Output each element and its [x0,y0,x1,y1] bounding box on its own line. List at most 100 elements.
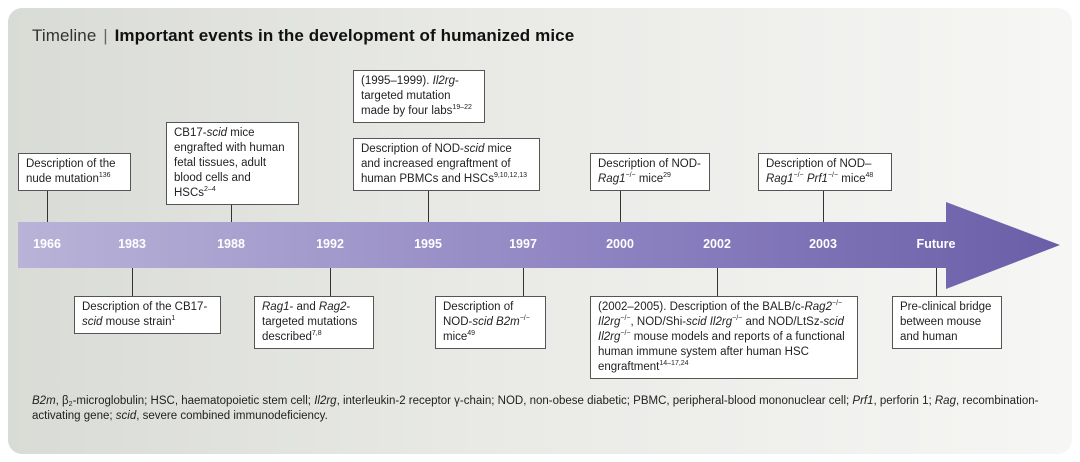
event-box-1997: Description of NOD-scid B2m−/− mice49 [435,296,546,349]
year-label-1983: 1983 [118,237,146,251]
event-text-1995a-a: Description of NOD- [361,143,464,155]
tick-1995 [428,190,429,222]
event-text-1992-a: - and [289,301,319,313]
event-text-1988-a: CB17- [174,127,207,139]
footnote-b2m-def-a: , β [55,395,69,407]
event-ref-2003: 48 [865,172,874,179]
tick-1988 [231,190,232,222]
footnote-rag-def: , recombination-activating gene; [32,395,1039,422]
event-text-1992-gene1: Rag1 [262,301,290,313]
event-ref-1997: 49 [467,330,476,337]
event-text-1988-b: mice engrafted with human fetal tissues,… [174,127,285,199]
event-box-future: Pre-clinical bridge between mouse and hu… [892,296,1002,349]
year-label-2002: 2002 [703,237,731,251]
year-label-future: Future [916,237,956,251]
footnote-il2rg-def: , interleukin-2 receptor γ-chain; NOD, n… [336,395,853,407]
footnote-rag: Rag [934,395,956,407]
footnote-b2m: B2m [32,395,56,407]
event-ref-1992: 7,8 [311,330,322,337]
year-label-2003: 2003 [809,237,837,251]
event-text-2003-gene2: Prf1 [806,173,828,185]
footnote-b2m-def-b: -microglobulin; HSC, haematopoietic stem… [72,395,315,407]
event-ref-1983: 1 [171,315,176,322]
tick-2002 [717,268,718,296]
year-label-2000: 2000 [606,237,634,251]
event-text-2003-b: mice [838,173,866,185]
event-text-2003-sup2: −/− [827,172,839,179]
event-box-2002: (2002–2005). Description of the BALB/c-R… [590,296,858,379]
event-ref-1966: 136 [98,172,111,179]
event-box-2003: Description of NOD–Rag1−/− Prf1−/− mice4… [758,153,892,191]
event-ref-2002: 14–17,24 [659,360,689,367]
figure-title: Timeline | Important events in the devel… [32,26,574,46]
event-text-2002-d: mouse models and reports of a functional… [598,331,845,373]
event-box-1988: CB17-scid mice engrafted with human feta… [166,122,299,205]
timeline-panel: Timeline | Important events in the devel… [8,8,1072,454]
event-box-1983: Description of the CB17- scid mouse strai… [74,296,221,334]
event-text-1995a-scid: scid [463,143,485,155]
footnote-scid-def: , severe combined immunodeficiency. [136,410,328,422]
event-text-2002-c: and NOD/LtSz- [742,316,824,328]
title-prefix: Timeline [32,26,97,45]
event-text-2002-s1: −/− [831,300,843,307]
event-text-1992-b: -targeted mutations described [262,301,358,343]
event-text-1983-b: mouse strain [102,316,172,328]
event-text-2000-sup: −/− [625,172,636,179]
year-label-1995: 1995 [414,237,442,251]
footnote: B2m, β2-microglobulin; HSC, haematopoiet… [32,394,1052,424]
event-text-1997-b: mice [443,331,468,343]
event-text-1997-a: Description of NOD- [443,301,514,328]
year-label-1997: 1997 [509,237,537,251]
event-ref-1995b: 19–22 [452,104,472,111]
year-label-1966: 1966 [33,237,61,251]
event-box-1995-nod-scid: Description of NOD-scid mice and increas… [353,138,540,191]
event-text-2002-s3: −/− [732,315,743,322]
event-text-1988-scid: scid [206,127,228,139]
tick-1992 [330,268,331,296]
event-text-2003-gene1: Rag1 [766,173,794,185]
event-box-1966: Description of the nude mutation136 [18,153,131,191]
event-text-future: Pre-clinical bridge between mouse and hu… [900,301,992,343]
event-text-2002-g3: scid Il2rg [686,316,733,328]
title-main: Important events in the development of h… [114,26,575,45]
event-text-1966: Description of the nude mutation [26,158,116,185]
tick-1997 [523,268,524,296]
event-text-2002-g2: Il2rg [598,316,621,328]
title-separator: | [103,26,108,45]
footnote-b2m-sub: 2 [68,401,73,408]
event-text-2002-a: (2002–2005). Description of the BALB/c- [598,301,805,313]
tick-2000 [620,190,621,222]
tick-1966 [47,190,48,222]
timeline-arrow-shape [18,202,1060,289]
event-text-2002-g4: scid Il2rg [598,316,844,343]
footnote-scid: scid [115,410,137,422]
event-text-1995b-gene: Il2rg [432,75,455,87]
event-text-2000-a: Description of NOD- [598,158,701,170]
event-text-2002-b: , NOD/Shi- [630,316,687,328]
event-box-2000: Description of NOD- Rag1−/− mice29 [590,153,710,191]
event-text-2000-gene: Rag1 [598,173,626,185]
event-text-2002-s2: −/− [620,315,631,322]
event-text-1992-gene2: Rag2 [318,301,347,313]
event-text-2003-sup1: −/− [793,172,804,179]
footnote-prf1: Prf1 [852,395,874,407]
tick-future [936,268,937,296]
tick-2003 [823,190,824,222]
year-label-1988: 1988 [217,237,245,251]
footnote-prf1-def: , perforin 1; [873,395,935,407]
event-box-1995-il2rg: (1995–1999). Il2rg-targeted mutation mad… [353,70,485,123]
year-label-1992: 1992 [316,237,344,251]
event-text-1995b-a: (1995–1999). [361,75,433,87]
event-box-1992: Rag1- and Rag2-targeted mutations descri… [254,296,374,349]
event-text-1997-sup: −/− [519,315,530,322]
event-text-1995a-b: mice and increased engraftment of human … [361,143,512,185]
event-text-2003-a: Description of NOD– [766,158,872,170]
event-text-1983-scid: scid [82,316,103,328]
tick-1983 [132,268,133,296]
event-text-1983-a: Description of the CB17- [82,301,208,313]
event-text-1995b-b: -targeted mutation made by four labs [361,75,459,117]
event-text-2002-s4: −/− [620,330,631,337]
event-text-1997-scid: scid B2m [472,316,520,328]
event-text-2002-g1: Rag2 [804,301,832,313]
event-text-2000-b: mice [635,173,664,185]
